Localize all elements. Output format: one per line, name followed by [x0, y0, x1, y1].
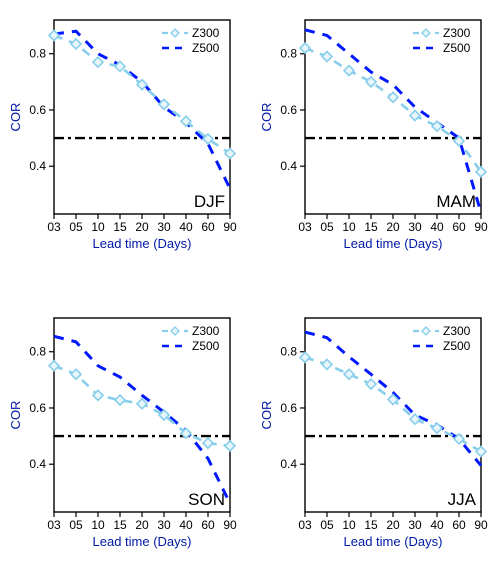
xtick-label: 05 — [320, 518, 334, 532]
y-axis-title: COR — [8, 103, 23, 132]
ytick-label: 0.6 — [29, 103, 46, 117]
xtick-label: 03 — [298, 518, 312, 532]
legend-label: Z300 — [443, 26, 471, 40]
xtick-label: 40 — [179, 220, 193, 234]
ytick-label: 0.6 — [280, 103, 297, 117]
xtick-label: 60 — [201, 518, 215, 532]
xtick-label: 90 — [474, 220, 488, 234]
legend-label: Z300 — [192, 26, 220, 40]
xtick-label: 90 — [223, 518, 237, 532]
ytick-label: 0.4 — [280, 457, 297, 471]
xtick-label: 03 — [47, 518, 61, 532]
xtick-label: 60 — [201, 220, 215, 234]
ytick-label: 0.4 — [280, 159, 297, 173]
x-axis-title: Lead time (Days) — [344, 534, 443, 549]
ytick-label: 0.8 — [29, 344, 46, 358]
season-label: MAM — [436, 192, 476, 211]
xtick-label: 90 — [223, 220, 237, 234]
xtick-label: 05 — [69, 518, 83, 532]
ytick-label: 0.4 — [29, 457, 46, 471]
ytick-label: 0.4 — [29, 159, 46, 173]
panel-cell-djf: 0.4 0.6 0.8 03 05 10 15 20 30 40 60 90 Lead time (Da… — [0, 4, 243, 274]
panel-cell-jja: 0.4 0.6 0.8 03 05 10 15 20 30 40 60 90 Lead time (Da… — [251, 302, 494, 572]
legend-label: Z300 — [443, 324, 471, 338]
legend-label: Z300 — [192, 324, 220, 338]
xtick-label: 10 — [342, 220, 356, 234]
ytick-label: 0.8 — [29, 47, 46, 61]
xtick-label: 60 — [452, 220, 466, 234]
ytick-label: 0.6 — [29, 400, 46, 414]
xtick-label: 40 — [430, 518, 444, 532]
chart-grid: 0.4 0.6 0.8 03 05 10 15 20 30 40 60 90 Lead time (Da… — [0, 0, 500, 577]
xtick-label: 20 — [135, 518, 149, 532]
xtick-label: 05 — [320, 220, 334, 234]
season-label: SON — [188, 490, 225, 509]
xtick-label: 30 — [157, 220, 171, 234]
x-axis-title: Lead time (Days) — [93, 534, 192, 549]
xtick-label: 30 — [157, 518, 171, 532]
y-axis-title: COR — [259, 103, 274, 132]
xtick-label: 03 — [47, 220, 61, 234]
xtick-label: 60 — [452, 518, 466, 532]
xtick-label: 40 — [430, 220, 444, 234]
panel-jja: 0.4 0.6 0.8 03 05 10 15 20 30 40 60 90 Lead time (Da… — [251, 302, 491, 560]
xtick-label: 20 — [386, 220, 400, 234]
y-axis-title: COR — [259, 400, 274, 429]
xtick-label: 15 — [364, 220, 378, 234]
xtick-label: 90 — [474, 518, 488, 532]
ytick-label: 0.8 — [280, 344, 297, 358]
panel-cell-mam: 0.4 0.6 0.8 03 05 10 15 20 30 40 60 90 Lead time (Da… — [251, 4, 494, 274]
xtick-label: 30 — [408, 220, 422, 234]
panel-cell-son: 0.4 0.6 0.8 03 05 10 15 20 30 40 60 90 Lead time (Da… — [0, 302, 243, 572]
y-axis-title: COR — [8, 400, 23, 429]
xtick-label: 03 — [298, 220, 312, 234]
xtick-label: 10 — [91, 518, 105, 532]
xtick-label: 15 — [113, 220, 127, 234]
season-label: JJA — [448, 490, 477, 509]
xtick-label: 40 — [179, 518, 193, 532]
xtick-label: 20 — [135, 220, 149, 234]
xtick-label: 15 — [113, 518, 127, 532]
season-label: DJF — [194, 192, 225, 211]
panel-djf: 0.4 0.6 0.8 03 05 10 15 20 30 40 60 90 Lead time (Da… — [0, 4, 240, 262]
x-axis-title: Lead time (Days) — [344, 236, 443, 251]
panel-mam: 0.4 0.6 0.8 03 05 10 15 20 30 40 60 90 Lead time (Da… — [251, 4, 491, 262]
xtick-label: 10 — [91, 220, 105, 234]
legend-label: Z500 — [192, 339, 220, 353]
legend-label: Z500 — [443, 41, 471, 55]
xtick-label: 20 — [386, 518, 400, 532]
legend-label: Z500 — [192, 41, 220, 55]
ytick-label: 0.6 — [280, 400, 297, 414]
x-axis-title: Lead time (Days) — [93, 236, 192, 251]
xtick-label: 15 — [364, 518, 378, 532]
legend-label: Z500 — [443, 339, 471, 353]
ytick-label: 0.8 — [280, 47, 297, 61]
xtick-label: 05 — [69, 220, 83, 234]
xtick-label: 10 — [342, 518, 356, 532]
xtick-label: 30 — [408, 518, 422, 532]
panel-son: 0.4 0.6 0.8 03 05 10 15 20 30 40 60 90 Lead time (Da… — [0, 302, 240, 560]
